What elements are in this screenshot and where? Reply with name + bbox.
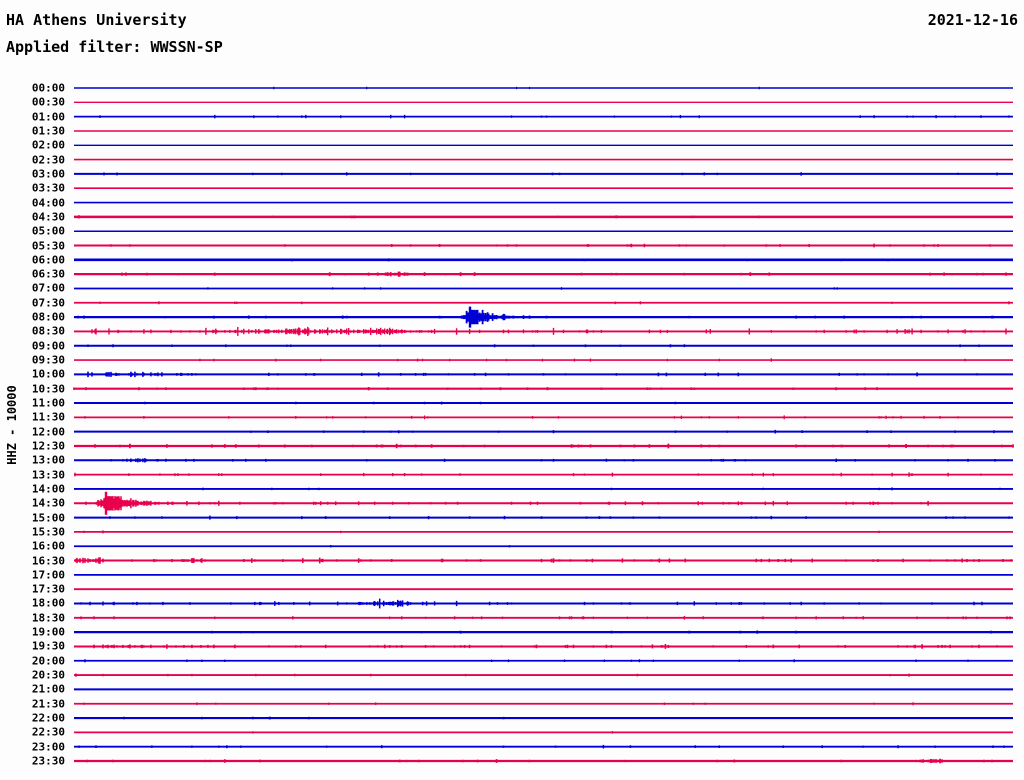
time-label-01-00: 01:00 <box>31 110 65 124</box>
trace-wiggles <box>99 114 1010 119</box>
trace-wiggles <box>202 487 1001 491</box>
time-label-20-00: 20:00 <box>31 654 65 668</box>
time-label-06-00: 06:00 <box>31 253 65 267</box>
trace-wiggles <box>84 415 959 420</box>
trace-wiggles <box>252 731 614 734</box>
time-label-08-00: 08:00 <box>31 310 65 324</box>
trace-wiggles <box>207 287 838 290</box>
time-label-03-00: 03:00 <box>31 167 65 181</box>
trace-wiggles <box>99 301 1010 305</box>
trace-wiggles <box>87 344 980 348</box>
trace-wiggles <box>273 86 760 90</box>
trace-wiggles <box>75 673 910 677</box>
time-label-05-00: 05:00 <box>31 224 65 238</box>
time-label-07-00: 07:00 <box>31 281 65 295</box>
time-label-22-00: 22:00 <box>31 711 65 725</box>
trace-wiggles <box>74 472 982 477</box>
time-label-20-30: 20:30 <box>31 668 65 682</box>
time-label-10-00: 10:00 <box>31 367 65 381</box>
time-label-17-00: 17:00 <box>31 568 65 582</box>
trace-wiggles <box>250 429 995 434</box>
time-label-05-30: 05:30 <box>31 239 65 252</box>
trace-wiggles <box>110 243 991 248</box>
time-label-07-30: 07:30 <box>31 296 65 310</box>
time-label-13-00: 13:00 <box>31 453 65 467</box>
trace-wiggles <box>83 530 880 534</box>
time-label-11-00: 11:00 <box>31 396 65 410</box>
trace-wiggles <box>75 557 1012 564</box>
time-label-00-00: 00:00 <box>31 81 65 95</box>
trace-wiggles <box>330 545 511 548</box>
time-label-02-00: 02:00 <box>31 138 65 152</box>
trace-wiggles <box>123 716 505 720</box>
time-label-21-00: 21:00 <box>31 682 65 696</box>
time-label-04-00: 04:00 <box>31 196 65 210</box>
time-label-22-30: 22:30 <box>31 725 65 739</box>
time-label-23-30: 23:30 <box>31 754 65 768</box>
time-label-12-00: 12:00 <box>31 425 65 439</box>
time-label-11-30: 11:30 <box>31 410 65 424</box>
trace-wiggles <box>78 744 1005 749</box>
time-label-09-00: 09:00 <box>31 339 65 353</box>
trace-wiggles <box>80 616 1011 620</box>
time-label-15-30: 15:30 <box>31 525 65 539</box>
time-label-18-30: 18:30 <box>31 611 65 625</box>
trace-wiggles <box>103 172 998 176</box>
trace-wiggles <box>87 371 978 378</box>
time-label-12-30: 12:30 <box>31 439 65 453</box>
time-label-03-30: 03:30 <box>31 181 65 195</box>
page-title: HA Athens University <box>6 11 187 29</box>
trace-wiggles <box>83 702 914 706</box>
time-label-23-00: 23:00 <box>31 740 65 754</box>
trace-wiggles <box>199 358 966 362</box>
time-label-18-00: 18:00 <box>31 596 65 610</box>
time-label-19-30: 19:30 <box>31 639 65 653</box>
time-label-14-00: 14:00 <box>31 482 65 496</box>
time-label-21-30: 21:30 <box>31 697 65 711</box>
time-label-00-30: 00:30 <box>31 95 65 109</box>
trace-wiggles <box>211 630 992 634</box>
trace-wiggles <box>84 659 969 663</box>
trace-wiggles <box>138 258 1003 262</box>
trace-wiggles <box>78 215 761 219</box>
time-label-04-30: 04:30 <box>31 210 65 224</box>
time-label-08-30: 08:30 <box>31 324 65 338</box>
trace-wiggles <box>73 387 878 391</box>
time-label-13-30: 13:30 <box>31 468 65 482</box>
time-label-17-30: 17:30 <box>31 582 65 596</box>
time-label-15-00: 15:00 <box>31 511 65 525</box>
time-label-16-30: 16:30 <box>31 554 65 568</box>
trace-wiggles <box>144 401 677 405</box>
date-label: 2021-12-16 <box>927 11 1018 29</box>
time-label-01-30: 01:30 <box>31 124 65 138</box>
trace-wiggles <box>109 515 1010 520</box>
trace-wiggles <box>86 758 993 764</box>
time-label-16-00: 16:00 <box>31 539 65 553</box>
applied-filter-label: Applied filter: WWSSN-SP <box>6 38 223 56</box>
trace-wiggles <box>121 271 1007 277</box>
time-label-02-30: 02:30 <box>31 153 65 167</box>
time-label-19-00: 19:00 <box>31 625 65 639</box>
trace-wiggles <box>80 598 983 609</box>
trace-wiggles <box>94 443 1014 449</box>
time-label-14-30: 14:30 <box>31 496 65 510</box>
time-label-09-30: 09:30 <box>31 353 65 367</box>
trace-wiggles <box>110 458 996 463</box>
time-label-10-30: 10:30 <box>31 382 65 396</box>
time-label-06-30: 06:30 <box>31 267 65 281</box>
trace-wiggles <box>91 326 1007 336</box>
trace-wiggles <box>93 644 998 649</box>
trace-wiggles <box>77 309 994 325</box>
